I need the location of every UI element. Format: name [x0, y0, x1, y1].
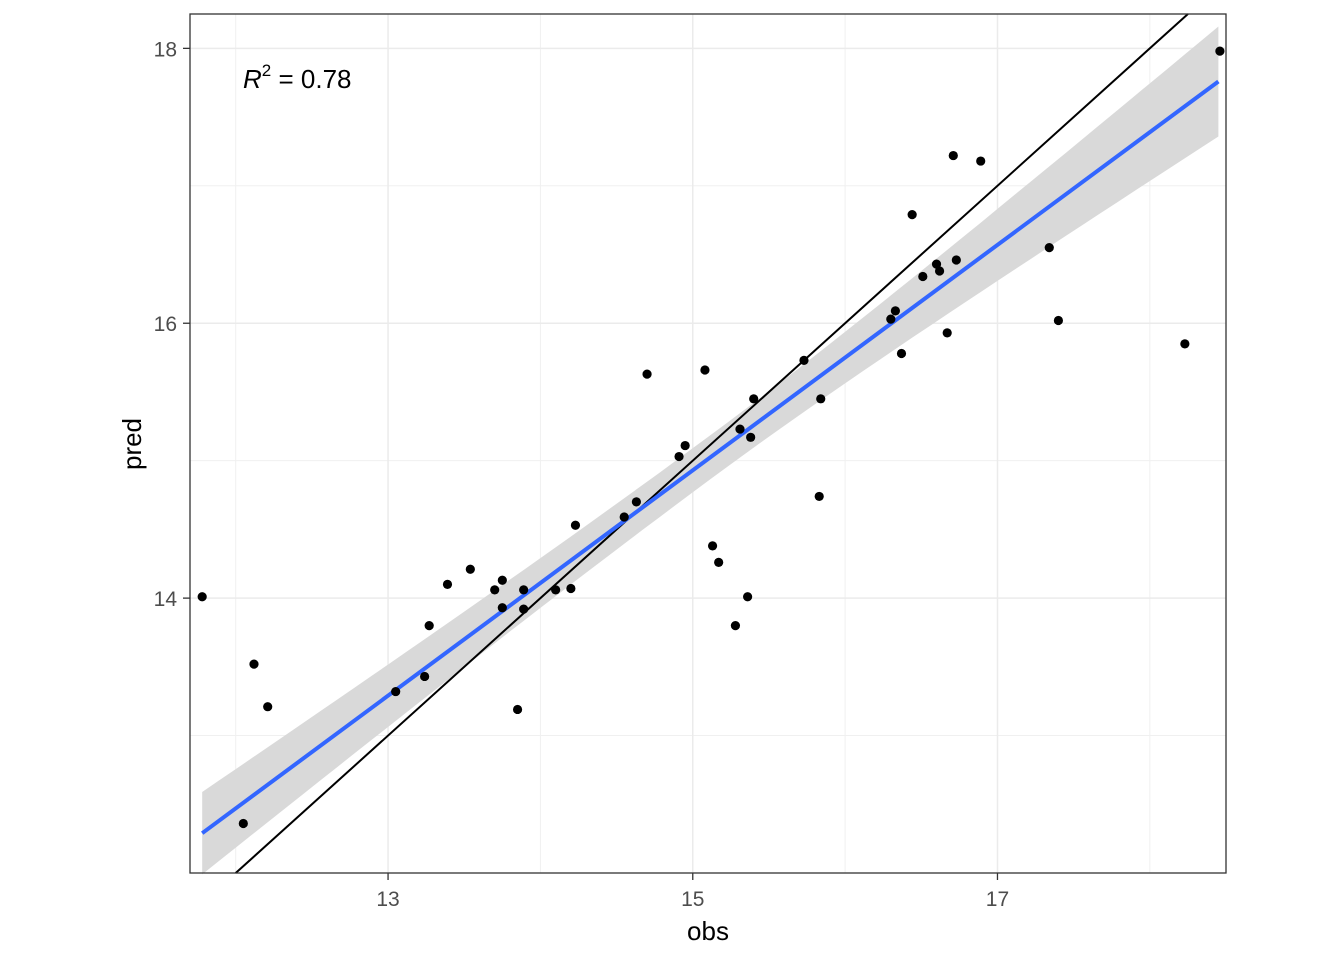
data-point	[896, 348, 907, 359]
data-point	[934, 266, 945, 276]
data-point	[942, 328, 952, 338]
data-point	[631, 497, 641, 507]
tick-layer: 13 15 17 14 16 18	[154, 38, 1010, 911]
data-point	[799, 355, 809, 365]
data-point	[749, 394, 759, 404]
data-point	[249, 659, 259, 669]
data-point	[730, 621, 741, 631]
r-squared-annotation: R2 = 0.78	[243, 61, 351, 94]
data-point	[512, 704, 523, 715]
data-point	[948, 150, 958, 161]
data-point	[490, 585, 500, 595]
data-point	[951, 255, 961, 265]
data-point	[746, 432, 756, 442]
data-point	[619, 512, 629, 522]
data-point	[519, 604, 529, 614]
y-axis-title: pred	[117, 418, 147, 470]
data-point	[735, 424, 745, 434]
data-point	[263, 702, 273, 712]
data-point	[424, 621, 434, 631]
x-axis-title: obs	[687, 916, 729, 946]
grid-layer	[190, 14, 1226, 873]
data-point	[674, 451, 684, 462]
data-point	[816, 394, 826, 404]
data-point	[1180, 339, 1190, 349]
data-point	[519, 585, 529, 595]
data-point	[743, 592, 753, 602]
y-tick-label: 14	[154, 588, 178, 611]
confidence-band-layer	[202, 26, 1219, 875]
data-point	[1215, 46, 1225, 56]
plot-panel-border	[189, 13, 1227, 874]
line-layer	[200, 13, 1220, 874]
x-tick-label: 15	[681, 888, 704, 911]
confidence-band	[202, 26, 1219, 875]
data-point	[680, 440, 690, 451]
data-point	[551, 585, 561, 595]
data-point	[931, 259, 942, 269]
data-point	[907, 210, 917, 220]
r-squared-symbol: R	[243, 64, 262, 94]
identity-line	[235, 13, 1189, 874]
data-point	[391, 686, 401, 697]
data-point	[238, 818, 248, 829]
data-point	[814, 491, 824, 502]
data-point	[497, 575, 507, 585]
data-point	[465, 564, 475, 574]
data-point	[707, 541, 718, 551]
data-point	[570, 520, 581, 530]
point-layer	[197, 46, 1225, 829]
y-tick-label: 18	[154, 38, 177, 61]
data-point	[1053, 315, 1064, 326]
data-point	[700, 365, 710, 375]
regression-fit-line	[200, 79, 1220, 835]
data-point	[442, 579, 453, 589]
data-point	[890, 306, 900, 316]
r-squared-value: = 0.78	[271, 64, 351, 94]
x-tick-label: 13	[376, 888, 399, 911]
data-point	[197, 592, 207, 602]
y-tick-label: 16	[154, 313, 177, 336]
data-point	[1044, 243, 1054, 253]
data-point	[642, 369, 652, 379]
data-point	[976, 156, 986, 166]
data-point	[566, 583, 576, 594]
data-point	[886, 314, 896, 324]
x-tick-label: 17	[986, 888, 1009, 911]
data-point	[420, 671, 430, 682]
data-point	[497, 603, 507, 613]
data-point	[918, 271, 928, 282]
data-point	[714, 557, 724, 567]
r-squared-superscript: 2	[262, 61, 271, 80]
